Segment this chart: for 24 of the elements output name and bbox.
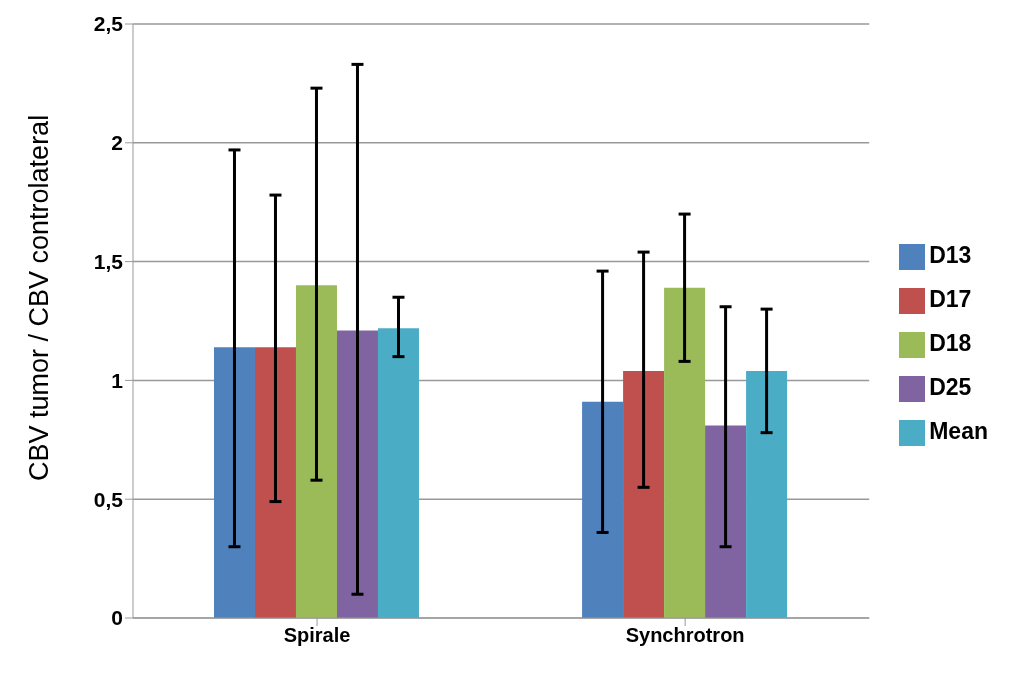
bar <box>623 370 665 618</box>
bar <box>664 287 706 618</box>
bar <box>336 330 378 618</box>
legend-label: D18 <box>929 330 972 356</box>
y-tick-label: 1,5 <box>93 250 124 274</box>
y-tick-label: 2 <box>111 131 123 155</box>
y-axis-title: CBV tumor / CBV controlateral <box>23 114 54 481</box>
bar <box>295 285 337 618</box>
y-tick-label: 1 <box>111 368 124 392</box>
bar <box>746 370 788 618</box>
legend-label: D17 <box>929 286 972 312</box>
y-tick-label: 0 <box>111 606 123 630</box>
x-tick-label: Spirale <box>283 624 351 647</box>
bar <box>582 401 624 618</box>
bar <box>377 328 419 618</box>
legend-label: Mean <box>929 418 988 444</box>
legend-label: D13 <box>929 242 972 268</box>
x-tick-label: Synchrotron <box>625 624 745 647</box>
bar <box>705 425 747 618</box>
legend-label: D25 <box>929 374 972 400</box>
bar <box>254 347 296 618</box>
bar <box>213 347 255 618</box>
y-tick-label: 0,5 <box>93 487 124 511</box>
y-tick-label: 2,5 <box>93 12 124 36</box>
